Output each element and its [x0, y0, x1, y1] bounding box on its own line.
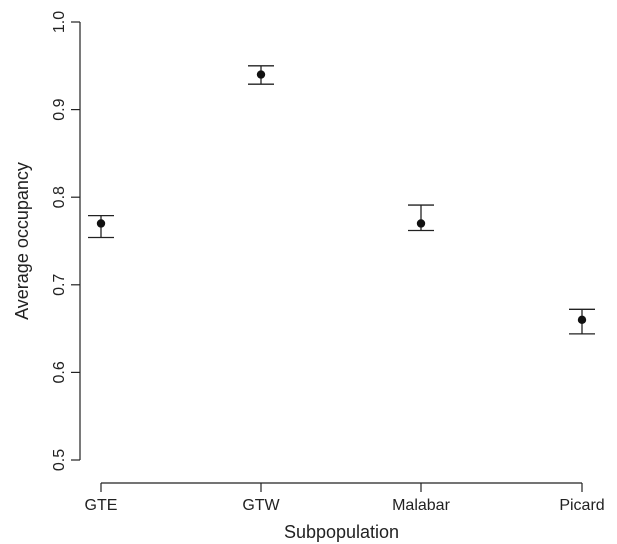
- x-tick-label-malabar: Malabar: [392, 497, 450, 514]
- x-axis-title: Subpopulation: [284, 522, 399, 542]
- data-point-gtw: [256, 70, 266, 79]
- y-tick-label-4: 0.9: [51, 98, 68, 120]
- data-point-picard: [577, 315, 587, 325]
- x-tick-label-picard: Picard: [559, 497, 604, 514]
- y-tick-label-1: 0.6: [51, 361, 68, 383]
- y-tick-label-3: 0.8: [51, 186, 68, 208]
- data-point-gte: [96, 219, 106, 228]
- y-axis-title: Average occupancy: [12, 162, 32, 320]
- data-point-malabar: [416, 219, 426, 228]
- y-axis: 0.5 0.6 0.7 0.8 0.9 1.0: [51, 11, 81, 471]
- y-tick-label-0: 0.5: [51, 449, 68, 471]
- x-axis: GTE GTW Malabar Picard: [85, 482, 605, 514]
- y-tick-label-2: 0.7: [51, 274, 68, 296]
- plot-marks: [88, 65, 595, 335]
- y-tick-label-5: 1.0: [51, 11, 68, 33]
- x-tick-label-gtw: GTW: [242, 497, 280, 514]
- x-tick-label-gte: GTE: [85, 497, 118, 514]
